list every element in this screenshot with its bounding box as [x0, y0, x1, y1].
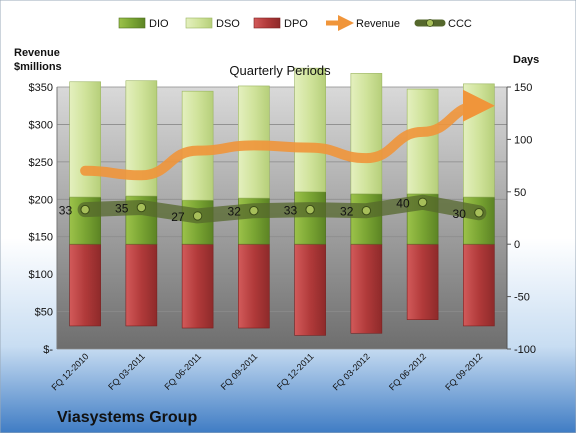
chart-title: Quarterly Periods: [229, 63, 331, 78]
ccc-point: [136, 202, 147, 213]
legend-label-dio: DIO: [149, 18, 169, 30]
legend-swatch-dio: [118, 17, 146, 29]
right-tick-label: 0: [514, 239, 520, 251]
bar-dpo: [294, 243, 326, 336]
lines: 33 35 27 32 33 32 40 30: [59, 89, 495, 224]
left-tick-label: $100: [29, 269, 53, 281]
legend-label-ccc: CCC: [448, 18, 472, 30]
ccc-point: [417, 197, 428, 207]
right-tick-label: 50: [514, 187, 526, 199]
bar-dpo: [69, 243, 101, 327]
ccc-data-label: 30: [453, 207, 467, 221]
bar-dso: [350, 73, 383, 195]
ccc-point: [192, 211, 203, 221]
legend-label-dpo: DPO: [284, 18, 308, 30]
bar-dpo: [181, 243, 214, 329]
company-name: Viasystems Group: [57, 409, 197, 426]
left-tick-label: $250: [29, 157, 53, 169]
bar-dpo: [125, 243, 158, 327]
bar-dio: [350, 193, 383, 245]
left-tick-label: $300: [29, 119, 53, 131]
ccc-line: [77, 194, 487, 224]
legend-marker-ccc: [426, 19, 434, 27]
ccc-point: [305, 204, 315, 215]
legend: DIO DSO DPO Revenue CCC: [118, 14, 472, 32]
left-tick-label: $350: [29, 82, 53, 94]
ccc-data-label: 32: [228, 205, 242, 219]
bar-dio: [294, 191, 326, 245]
right-axis-label: Days: [513, 54, 539, 66]
bar-dpo: [406, 243, 439, 320]
ccc-point: [249, 205, 259, 216]
bar-dpo: [463, 243, 495, 327]
left-axis: $- $50 $100 $150 $200 $250 $300 $350: [29, 82, 58, 356]
ccc-data-label: 27: [171, 210, 185, 224]
right-tick-label: -50: [514, 292, 530, 304]
legend-swatch-dso: [185, 17, 213, 29]
ccc-point: [80, 204, 90, 215]
left-tick-label: $-: [43, 344, 53, 356]
ccc-data-label: 32: [340, 205, 354, 219]
right-axis: -100 -50 0 50 100 150: [506, 82, 536, 356]
ccc-point: [361, 205, 372, 216]
bar-dso: [406, 88, 439, 195]
bar-dpo: [238, 243, 270, 329]
bars: [69, 67, 495, 336]
left-tick-label: $50: [35, 307, 53, 319]
left-axis-label-line1: Revenue: [14, 47, 60, 59]
legend-swatch-dpo: [253, 17, 281, 29]
ccc-data-label: 35: [115, 202, 129, 216]
revenue-line: [80, 89, 495, 181]
ccc-data-label: 33: [284, 204, 298, 218]
ccc-data-label: 33: [59, 204, 73, 218]
left-axis-label-line2: $millions: [14, 61, 62, 73]
legend-label-dso: DSO: [216, 18, 240, 30]
right-tick-label: 100: [514, 134, 532, 146]
ccc-data-label: 40: [396, 196, 410, 210]
left-tick-label: $200: [29, 194, 53, 206]
bar-dso: [69, 81, 101, 198]
right-tick-label: -100: [514, 344, 536, 356]
bar-dpo: [350, 243, 383, 334]
bar-dso: [294, 67, 326, 193]
left-tick-label: $150: [29, 232, 53, 244]
legend-label-revenue: Revenue: [356, 18, 400, 30]
right-tick-label: 150: [514, 82, 532, 94]
ccc-point: [474, 208, 484, 218]
